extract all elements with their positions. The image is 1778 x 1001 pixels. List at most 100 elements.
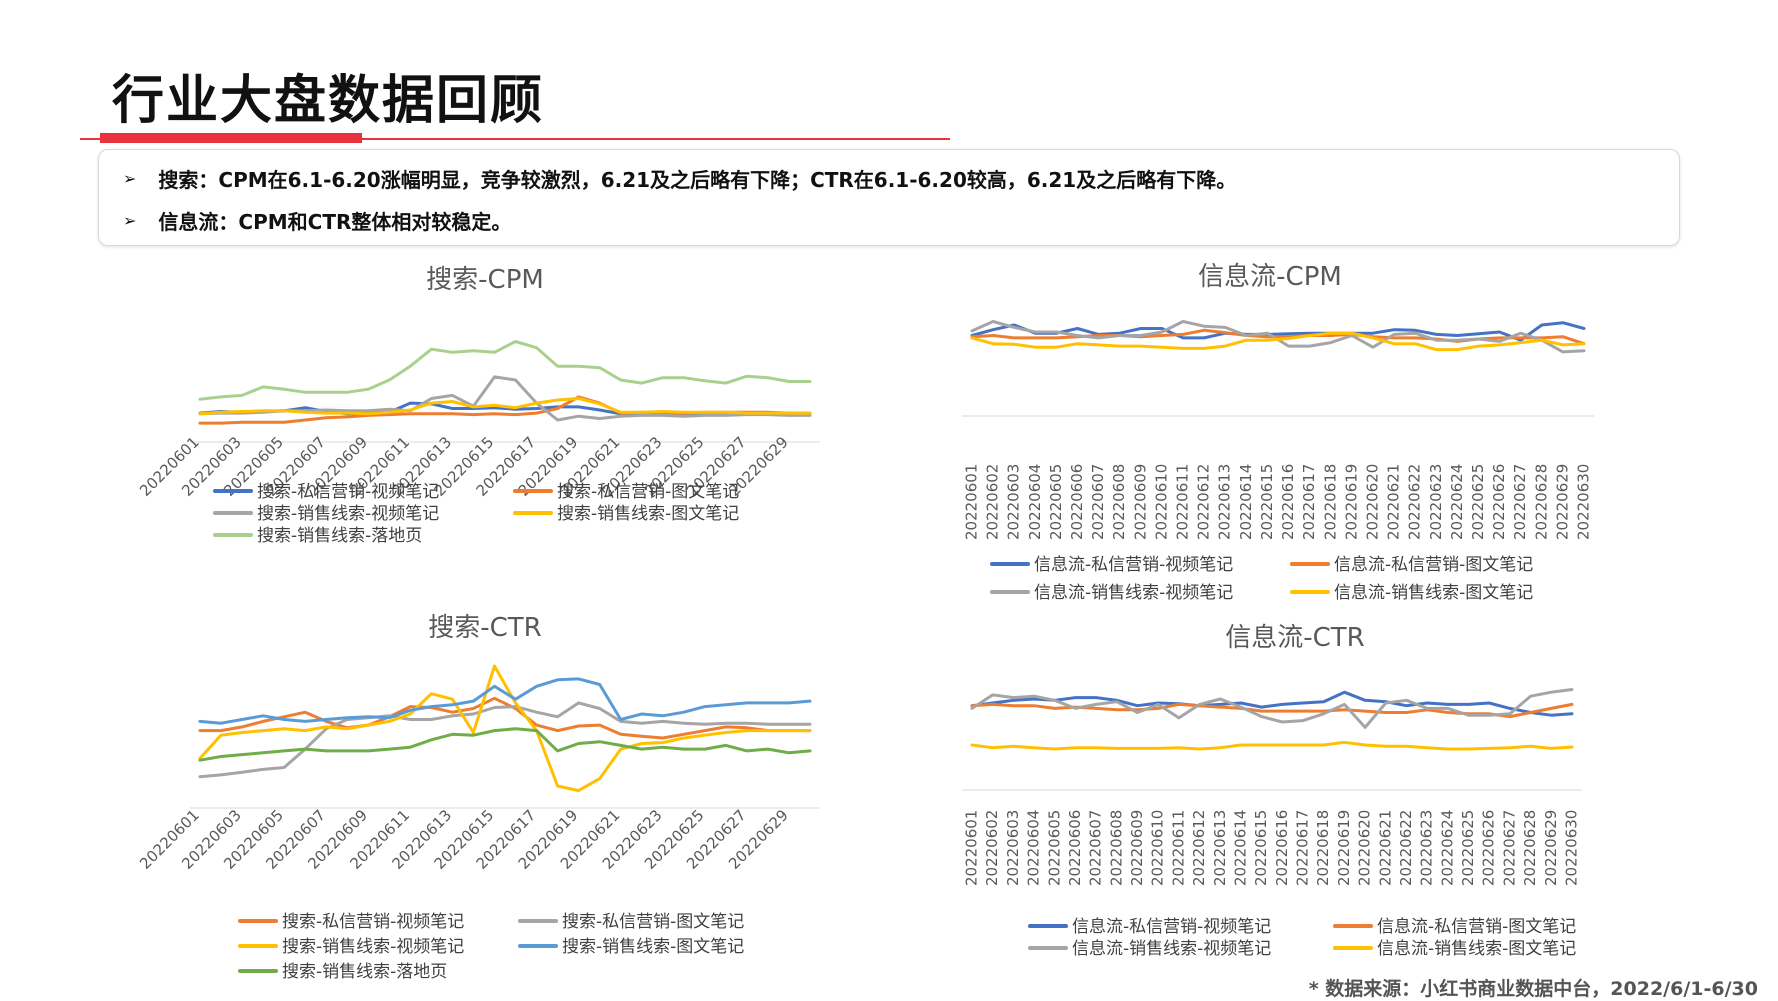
x-tick-label: 20220621 [1385,464,1403,540]
series-line [198,727,812,762]
arrow-bullet-icon: ➢ [123,211,137,230]
legend-label: 搜索-私信营销-视频笔记 [282,912,464,932]
x-tick-label: 20220625 [1469,464,1487,540]
data-source-note: * 数据来源：小红书商业数据中台，2022/6/1-6/30 [1308,978,1758,1000]
legend-label: 搜索-私信营销-图文笔记 [562,912,744,932]
x-tick-label: 20220628 [1521,810,1539,886]
x-tick-label: 20220624 [1438,810,1456,886]
x-tick-label: 20220629 [1542,810,1560,886]
x-tick-label: 20220630 [1575,464,1593,540]
x-tick-label: 20220613 [1216,464,1234,540]
x-tick-label: 20220608 [1107,810,1125,886]
summary-text: 搜索：CPM在6.1-6.20涨幅明显，竞争较激烈，6.21及之后略有下降；CT… [158,168,1237,192]
x-tick-label: 20220606 [1068,464,1086,540]
summary-line-feed: ➢ 信息流：CPM和CTR整体相对较稳定。 [123,206,511,235]
x-tick-label: 20220613 [1211,810,1229,886]
x-tick-label: 20220610 [1149,810,1167,886]
x-tick-label: 20220609 [1131,464,1149,540]
series-line [198,340,812,401]
legend-label: 信息流-私信营销-图文笔记 [1377,917,1576,937]
chart-svg: 搜索-CPM2022060120220603202206052022060720… [136,265,820,546]
x-tick-label: 20220603 [1004,810,1022,886]
x-tick-label: 20220614 [1231,810,1249,886]
x-tick-label: 20220630 [1563,810,1581,886]
arrow-bullet-icon: ➢ [123,169,137,188]
legend-label: 信息流-私信营销-视频笔记 [1034,555,1233,575]
title-underline [80,138,950,140]
legend-label: 搜索-私信营销-图文笔记 [557,482,739,502]
chart-title: 搜索-CTR [428,613,541,643]
x-tick-label: 20220611 [1174,464,1192,540]
legend-label: 搜索-销售线索-落地页 [257,526,422,546]
x-tick-label: 20220615 [1252,810,1270,886]
x-tick-label: 20220612 [1195,464,1213,540]
x-tick-label: 20220627 [1500,810,1518,886]
legend-label: 信息流-私信营销-视频笔记 [1072,917,1271,937]
x-tick-label: 20220612 [1190,810,1208,886]
legend-label: 信息流-销售线索-视频笔记 [1072,939,1271,959]
x-tick-label: 20220617 [1294,810,1312,886]
x-tick-label: 20220622 [1406,464,1424,540]
x-tick-label: 20220617 [1300,464,1318,540]
x-tick-label: 20220628 [1532,464,1550,540]
title-accent-bar [100,133,362,143]
legend-label: 信息流-私信营销-图文笔记 [1334,555,1533,575]
x-tick-label: 20220601 [963,810,981,886]
x-tick-label: 20220610 [1152,464,1170,540]
legend-label: 搜索-销售线索-视频笔记 [282,937,464,957]
summary-line-search: ➢ 搜索：CPM在6.1-6.20涨幅明显，竞争较激烈，6.21及之后略有下降；… [123,164,1236,193]
series-line [198,696,812,740]
x-tick-label: 20220620 [1363,464,1381,540]
page-title: 行业大盘数据回顾 [112,71,545,131]
x-tick-label: 20220619 [1342,464,1360,540]
chart-title: 搜索-CPM [426,265,544,295]
legend-label: 搜索-销售线索-落地页 [282,962,447,982]
x-tick-label: 20220607 [1087,810,1105,886]
x-tick-label: 20220621 [1376,810,1394,886]
x-tick-label: 20220616 [1273,810,1291,886]
x-tick-label: 20220620 [1356,810,1374,886]
legend-label: 搜索-销售线索-图文笔记 [557,504,739,524]
x-tick-label: 20220625 [1459,810,1477,886]
x-tick-label: 20220601 [963,464,981,540]
x-tick-label: 20220603 [1005,464,1023,540]
legend-label: 信息流-销售线索-图文笔记 [1334,583,1533,603]
series-line [198,701,812,779]
x-tick-label: 20220609 [1128,810,1146,886]
x-tick-label: 20220605 [1047,464,1065,540]
chart-title: 信息流-CPM [1198,262,1342,292]
x-tick-label: 20220622 [1397,810,1415,886]
series-line [970,321,1586,342]
chart-title: 信息流-CTR [1225,623,1364,653]
x-tick-label: 20220627 [1511,464,1529,540]
chart-svg: 搜索-CTR2022060120220603202206052022060720… [136,613,820,982]
x-tick-label: 20220626 [1480,810,1498,886]
x-tick-label: 20220602 [983,810,1001,886]
chart-feed-ctr: 信息流-CTR 20220601 20220602 20220603 20220604 2… [940,610,1640,960]
x-tick-label: 20220619 [1335,810,1353,886]
x-tick-label: 20220607 [1089,464,1107,540]
legend-label: 搜索-销售线索-图文笔记 [562,937,744,957]
x-tick-label: 20220605 [1045,810,1063,886]
series-line [198,397,812,416]
x-tick-label: 20220624 [1448,464,1466,540]
x-tick-label: 20220608 [1110,464,1128,540]
x-tick-label: 20220618 [1321,464,1339,540]
x-tick-label: 20220616 [1279,464,1297,540]
x-tick-label: 20220614 [1237,464,1255,540]
x-tick-label: 20220611 [1169,810,1187,886]
series-line [970,740,1574,751]
x-tick-label: 20220615 [1258,464,1276,540]
x-tick-label: 20220604 [1025,810,1043,886]
chart-search-ctr: 搜索-CTR 20220601 20220603 20220605 20220607 20… [130,606,830,982]
legend-label: 信息流-销售线索-视频笔记 [1034,583,1233,603]
x-tick-label: 20220606 [1066,810,1084,886]
x-tick-label: 20220626 [1490,464,1508,540]
series-line [970,331,1586,352]
legend-label: 搜索-私信营销-视频笔记 [257,482,439,502]
series-line [970,690,1574,717]
summary-text: 信息流：CPM和CTR整体相对较稳定。 [158,210,512,234]
series-line [970,688,1574,729]
